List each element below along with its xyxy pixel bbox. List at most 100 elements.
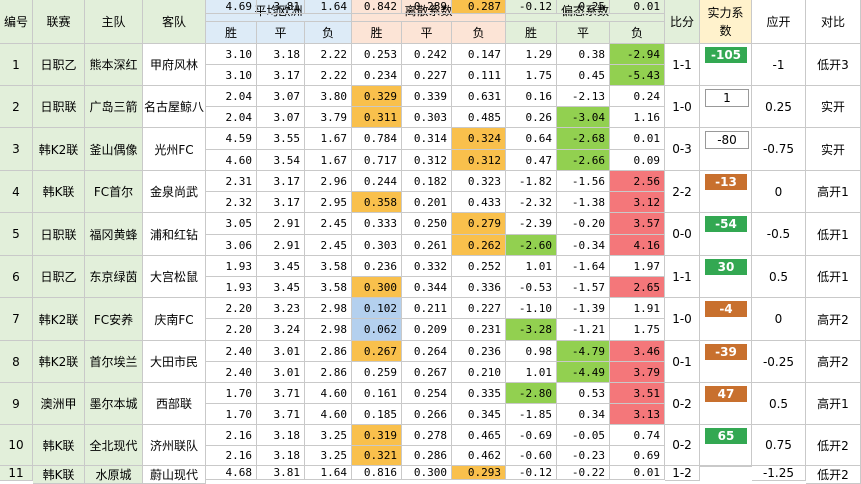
match-away[interactable]: 大宫松鼠 xyxy=(143,256,206,298)
dispersion-value[interactable]: 0.236 xyxy=(452,341,506,362)
dispersion-value[interactable]: 0.333 xyxy=(352,213,402,235)
avg-odds-value[interactable]: 2.95 xyxy=(305,192,352,213)
dispersion-value[interactable]: 0.311 xyxy=(352,107,402,128)
avg-odds-value[interactable]: 3.18 xyxy=(257,446,305,466)
bias-value[interactable]: 2.56 xyxy=(610,171,665,192)
avg-odds-value[interactable]: 2.20 xyxy=(206,319,257,341)
bias-value[interactable]: 0.26 xyxy=(506,107,557,128)
match-no[interactable]: 11 xyxy=(0,466,33,481)
match-league[interactable]: 韩K联 xyxy=(33,425,85,466)
bias-value[interactable]: -0.12 xyxy=(506,0,557,14)
bias-value[interactable]: 1.97 xyxy=(610,256,665,277)
bias-value[interactable]: 0.01 xyxy=(610,0,665,14)
dispersion-value[interactable]: 0.631 xyxy=(452,86,506,107)
avg-odds-value[interactable]: 3.17 xyxy=(257,65,305,86)
match-home[interactable]: 全北现代 xyxy=(85,425,143,466)
avg-odds-value[interactable]: 3.07 xyxy=(257,107,305,128)
dispersion-value[interactable]: 0.161 xyxy=(352,383,402,404)
bias-value[interactable]: -1.10 xyxy=(506,298,557,319)
match-away[interactable]: 金泉尚武 xyxy=(143,171,206,213)
dispersion-value[interactable]: 0.242 xyxy=(402,44,452,65)
avg-odds-value[interactable]: 1.64 xyxy=(305,0,352,14)
avg-odds-value[interactable]: 4.60 xyxy=(305,404,352,425)
match-no[interactable]: 2 xyxy=(0,86,33,128)
match-score[interactable]: 1-2 xyxy=(665,466,700,481)
bias-value[interactable]: 3.12 xyxy=(610,192,665,213)
bias-value[interactable]: 1.01 xyxy=(506,256,557,277)
dispersion-value[interactable]: 0.250 xyxy=(402,213,452,235)
handicap-value[interactable]: -1 xyxy=(752,44,806,86)
match-score[interactable]: 1-0 xyxy=(665,86,700,128)
header-strength[interactable]: 实力系数 xyxy=(700,0,752,44)
bias-value[interactable]: 0.01 xyxy=(610,128,665,150)
dispersion-value[interactable]: 0.358 xyxy=(352,192,402,213)
dispersion-value[interactable]: 0.234 xyxy=(352,65,402,86)
subheader-lose[interactable]: 负 xyxy=(452,22,506,44)
dispersion-value[interactable]: 0.344 xyxy=(402,277,452,298)
bias-value[interactable]: -0.23 xyxy=(557,446,610,466)
dispersion-value[interactable]: 0.259 xyxy=(352,362,402,383)
strength-cell[interactable]: 30 xyxy=(700,256,752,298)
avg-odds-value[interactable]: 3.81 xyxy=(257,0,305,14)
dispersion-value[interactable]: 0.227 xyxy=(402,65,452,86)
bias-value[interactable]: 0.34 xyxy=(557,404,610,425)
bias-value[interactable]: 3.57 xyxy=(610,213,665,235)
match-home[interactable]: 熊本深红 xyxy=(85,44,143,86)
compare-value[interactable]: 低开1 xyxy=(806,213,861,256)
strength-cell[interactable]: 1 xyxy=(700,86,752,128)
bias-value[interactable]: -1.85 xyxy=(506,404,557,425)
avg-odds-value[interactable]: 2.20 xyxy=(206,298,257,319)
dispersion-value[interactable]: 0.339 xyxy=(402,86,452,107)
handicap-value[interactable]: 0.5 xyxy=(752,383,806,425)
subheader-lose[interactable]: 负 xyxy=(610,22,665,44)
header-compare[interactable]: 对比 xyxy=(806,0,861,44)
avg-odds-value[interactable]: 2.22 xyxy=(305,65,352,86)
bias-value[interactable]: -3.04 xyxy=(557,107,610,128)
match-no[interactable]: 5 xyxy=(0,213,33,256)
dispersion-value[interactable]: 0.253 xyxy=(352,44,402,65)
match-score[interactable]: 0-0 xyxy=(665,213,700,256)
bias-value[interactable]: -0.60 xyxy=(506,446,557,466)
bias-value[interactable]: 0.98 xyxy=(506,341,557,362)
avg-odds-value[interactable]: 1.93 xyxy=(206,256,257,277)
bias-value[interactable]: 3.46 xyxy=(610,341,665,362)
match-score[interactable]: 0-1 xyxy=(665,341,700,383)
dispersion-value[interactable]: 0.062 xyxy=(352,319,402,341)
bias-value[interactable]: -2.68 xyxy=(557,128,610,150)
avg-odds-value[interactable]: 3.24 xyxy=(257,319,305,341)
avg-odds-value[interactable]: 3.81 xyxy=(257,466,305,480)
avg-odds-value[interactable]: 2.31 xyxy=(206,171,257,192)
bias-value[interactable]: -1.56 xyxy=(557,171,610,192)
avg-odds-value[interactable]: 3.25 xyxy=(305,425,352,446)
bias-value[interactable]: 1.75 xyxy=(506,65,557,86)
bias-value[interactable]: 2.65 xyxy=(610,277,665,298)
match-league[interactable]: 韩K2联 xyxy=(33,341,85,383)
bias-value[interactable]: -1.38 xyxy=(557,192,610,213)
bias-value[interactable]: 0.01 xyxy=(610,466,665,480)
header-no[interactable]: 编号 xyxy=(0,0,33,44)
bias-value[interactable]: 0.45 xyxy=(557,65,610,86)
compare-value[interactable]: 低开1 xyxy=(806,256,861,298)
avg-odds-value[interactable]: 1.70 xyxy=(206,404,257,425)
match-away[interactable]: 浦和红钻 xyxy=(143,213,206,256)
match-league[interactable]: 日职乙 xyxy=(33,256,85,298)
match-league[interactable]: 韩K2联 xyxy=(33,298,85,341)
avg-odds-value[interactable]: 2.32 xyxy=(206,192,257,213)
compare-value[interactable]: 高开2 xyxy=(806,341,861,383)
match-score[interactable]: 0-2 xyxy=(665,425,700,466)
avg-odds-value[interactable]: 3.80 xyxy=(305,86,352,107)
subheader-lose[interactable]: 负 xyxy=(305,22,352,44)
strength-cell[interactable]: -39 xyxy=(700,341,752,383)
avg-odds-value[interactable]: 4.59 xyxy=(206,128,257,150)
dispersion-value[interactable]: 0.335 xyxy=(452,383,506,404)
dispersion-value[interactable]: 0.201 xyxy=(402,192,452,213)
dispersion-value[interactable]: 0.312 xyxy=(402,150,452,171)
dispersion-value[interactable]: 0.293 xyxy=(452,466,506,480)
compare-value[interactable]: 高开1 xyxy=(806,383,861,425)
avg-odds-value[interactable]: 3.10 xyxy=(206,65,257,86)
bias-value[interactable]: 0.74 xyxy=(610,425,665,446)
avg-odds-value[interactable]: 2.16 xyxy=(206,425,257,446)
match-home[interactable]: 水原城 xyxy=(85,466,143,484)
subheader-draw[interactable]: 平 xyxy=(557,22,610,44)
match-home[interactable]: FC首尔 xyxy=(85,171,143,213)
